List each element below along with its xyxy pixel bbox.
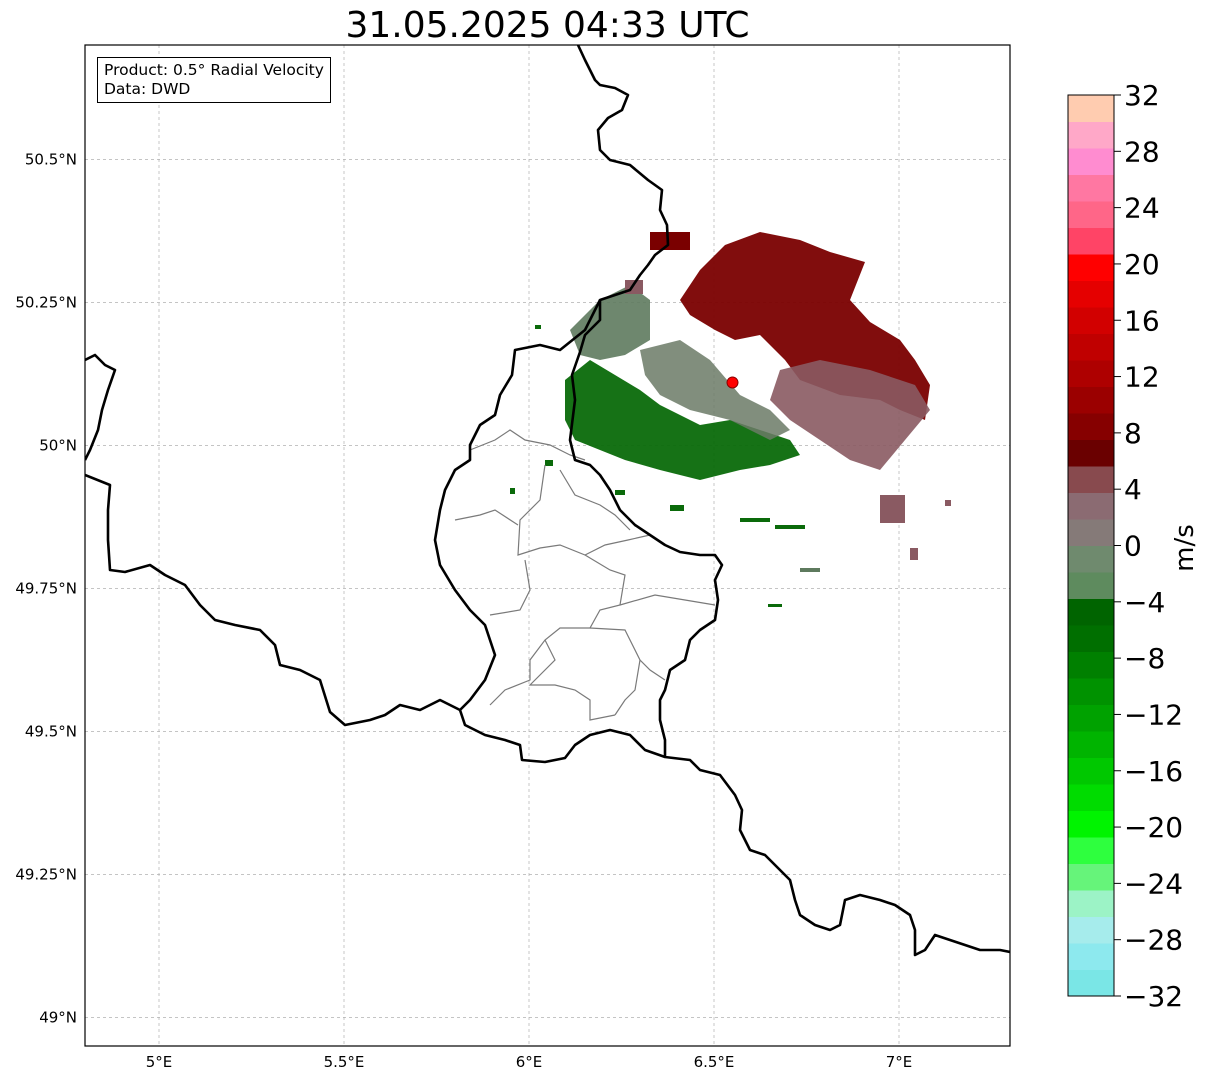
colorbar-segment [1068,810,1114,838]
colorbar-segment [1068,890,1114,917]
colorbar-segment [1068,254,1114,281]
country-borders [85,45,1010,957]
border-luxembourg-west [433,299,666,764]
colorbar-segment [1068,148,1114,175]
colorbar-segment [1068,863,1114,891]
colorbar-tick-label: −4 [1124,586,1165,619]
colorbar-tick-label: −16 [1124,755,1183,788]
product-label: Product: 0.5° Radial Velocity [104,61,324,79]
product-info-box: Product: 0.5° Radial Velocity Data: DWD [97,57,331,103]
colorbar-segment [1068,598,1114,626]
colorbar-segment [1068,95,1114,122]
lat-tick-label: 50.5°N [25,150,77,168]
province-boundaries [454,429,716,721]
colorbar-tick-label: 0 [1124,530,1142,563]
colorbar-segment [1068,360,1114,387]
colorbar-segment [1068,757,1114,785]
colorbar-tick-label: 28 [1124,135,1160,168]
colorbar: 32 28 24 20 16 12 8 4 0 −4 −8 −12 −16 −20 −24 −28 −32 [1067,79,1183,1013]
colorbar-segment [1068,943,1114,970]
latitude-labels: 49°N 49.25°N 49.5°N 49.75°N 50°N 50.25°N 50.5°… [15,150,77,1026]
lat-tick-label: 50°N [39,436,77,454]
echo-outbound-weak [770,360,930,470]
colorbar-segment [1068,704,1114,732]
lon-tick-label: 6°E [516,1053,543,1071]
colorbar-tick-label: 12 [1124,361,1160,394]
colorbar-segment [1068,307,1114,334]
echo-mixed-center [640,340,790,440]
colorbar-segment [1068,227,1114,255]
data-source-label: Data: DWD [104,80,191,98]
colorbar-segment [1068,572,1114,599]
colorbar-tick-label: 24 [1124,192,1160,225]
colorbar-segment [1068,280,1114,308]
colorbar-segment [1068,466,1114,493]
colorbar-segment [1068,731,1114,758]
lat-tick-label: 49.25°N [15,865,77,883]
border-belgium-france [85,473,461,727]
map-frame [84,44,1011,1047]
colorbar-tick-label: 4 [1124,473,1142,506]
colorbar-segment [1068,916,1114,944]
colorbar-segment [1068,492,1114,520]
border-north-west [85,353,117,461]
colorbar-segment [1068,174,1114,202]
colorbar-segment [1068,386,1114,414]
velocity-echoes [510,232,951,607]
lat-tick-label: 49.5°N [25,722,77,740]
echo-inbound-strong [565,360,800,480]
colorbar-segment [1068,651,1114,679]
graticule [85,45,1010,1046]
colorbar-segment [1068,784,1114,811]
colorbar-segment [1068,121,1114,149]
colorbar-tick-label: 8 [1124,417,1142,450]
colorbar-tick-label: −8 [1124,642,1165,675]
colorbar-segment [1068,519,1114,546]
colorbar-tick-label: −12 [1124,698,1183,731]
border-belgium-germany [568,45,1010,957]
colorbar-segment [1068,837,1114,864]
lon-tick-label: 5°E [146,1053,173,1071]
colorbar-tick-label: −24 [1124,867,1183,900]
colorbar-segment [1068,333,1114,361]
colorbar-tick-label: 20 [1124,248,1160,281]
colorbar-tick-label: −28 [1124,924,1183,957]
lat-tick-label: 49°N [39,1008,77,1026]
lat-tick-label: 50.25°N [15,293,77,311]
map-title: 31.05.2025 04:33 UTC [345,5,750,46]
lat-tick-label: 49.75°N [15,579,77,597]
colorbar-segment [1068,625,1114,652]
colorbar-segment [1068,678,1114,705]
map-content [85,45,1010,957]
lon-tick-label: 6.5°E [694,1053,735,1071]
colorbar-segment [1068,201,1114,228]
colorbar-tick-label: 16 [1124,304,1160,337]
colorbar-segment [1068,413,1114,440]
colorbar-unit-label: m/s [1170,524,1200,572]
lon-tick-label: 5.5°E [324,1053,365,1071]
colorbar-segment [1068,439,1114,467]
echo-inbound-weak [570,285,650,360]
lon-tick-label: 7°E [886,1053,913,1071]
colorbar-segment [1068,969,1114,997]
longitude-labels: 5°E 5.5°E 6°E 6.5°E 7°E [146,1053,913,1071]
colorbar-tick-label: −20 [1124,811,1183,844]
colorbar-tick-label: 32 [1124,79,1160,112]
colorbar-segment [1068,545,1114,573]
radar-site-marker [726,376,739,389]
colorbar-tick-label: −32 [1124,980,1183,1013]
